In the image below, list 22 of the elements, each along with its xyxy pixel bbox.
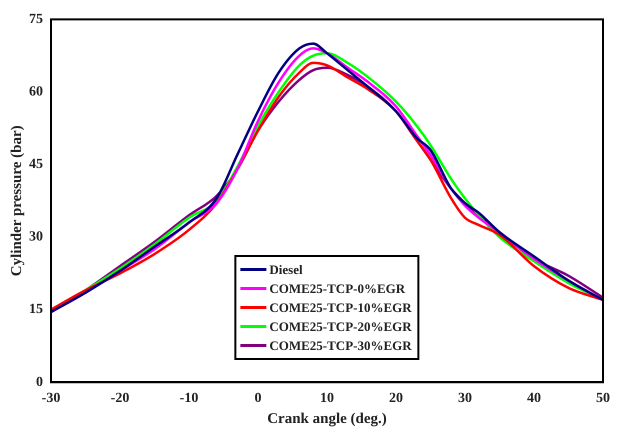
x-tick-label: 0 <box>254 391 262 406</box>
x-tick-label: 20 <box>389 391 403 406</box>
y-tick-label: 60 <box>29 84 43 100</box>
x-axis-title: Crank angle (deg.) <box>267 410 387 427</box>
x-tick-label: -20 <box>110 391 130 406</box>
y-tick-label: 0 <box>36 374 43 390</box>
y-tick-label: 30 <box>29 230 43 245</box>
x-tick-label: 30 <box>458 391 472 406</box>
legend-label: Diesel <box>269 261 303 280</box>
x-tick-label: -30 <box>42 391 60 406</box>
x-tick-label: 50 <box>596 391 610 406</box>
x-tick-label: -10 <box>180 391 198 406</box>
y-tick-label: 45 <box>29 157 43 172</box>
x-tick-label: 40 <box>527 391 541 406</box>
legend-label: COME25-TCP-10%EGR <box>269 299 412 318</box>
legend-label: COME25-TCP-0%EGR <box>269 280 406 298</box>
y-axis-title: Cylinder pressure (bar) <box>8 125 25 276</box>
legend-label: COME25-TCP-30%EGR <box>269 337 412 356</box>
legend-label: COME25-TCP-20%EGR <box>269 318 412 336</box>
y-tick-label: 15 <box>29 302 43 318</box>
y-tick-label: 75 <box>29 12 43 28</box>
x-tick-label: 10 <box>320 391 334 406</box>
